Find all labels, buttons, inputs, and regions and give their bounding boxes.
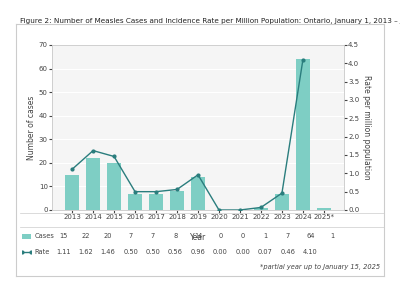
Text: 7: 7 xyxy=(286,233,290,239)
Bar xyxy=(275,194,289,210)
Y-axis label: Number of cases: Number of cases xyxy=(27,95,36,160)
Text: 20: 20 xyxy=(104,233,112,239)
Bar xyxy=(170,191,184,210)
Bar xyxy=(317,208,331,210)
Text: 22: 22 xyxy=(82,233,90,239)
Text: 1.11: 1.11 xyxy=(56,249,70,255)
Bar xyxy=(107,163,121,210)
Bar xyxy=(149,194,163,210)
Text: 0: 0 xyxy=(218,233,222,239)
Bar xyxy=(65,175,79,210)
Text: 0.00: 0.00 xyxy=(236,249,250,255)
Text: 14: 14 xyxy=(194,233,202,239)
Text: 1: 1 xyxy=(263,233,268,239)
Text: 0.07: 0.07 xyxy=(258,249,273,255)
Text: 0.56: 0.56 xyxy=(168,249,183,255)
Text: Rate: Rate xyxy=(35,249,50,255)
Text: 0.96: 0.96 xyxy=(191,249,205,255)
Text: Year: Year xyxy=(190,232,206,242)
Text: 0.46: 0.46 xyxy=(280,249,295,255)
Text: 1.46: 1.46 xyxy=(101,249,116,255)
Text: 1: 1 xyxy=(331,233,335,239)
Text: 15: 15 xyxy=(59,233,68,239)
Text: Cases: Cases xyxy=(35,233,55,239)
Text: 0.50: 0.50 xyxy=(123,249,138,255)
Text: Figure 2: Number of Measles Cases and Incidence Rate per Million Population: Ont: Figure 2: Number of Measles Cases and In… xyxy=(20,18,400,24)
Text: 4.10: 4.10 xyxy=(303,249,318,255)
Text: 1.62: 1.62 xyxy=(78,249,93,255)
Bar xyxy=(296,59,310,210)
Bar xyxy=(254,208,268,210)
Bar xyxy=(86,158,100,210)
Text: 0: 0 xyxy=(241,233,245,239)
Text: *partial year up to January 15, 2025: *partial year up to January 15, 2025 xyxy=(260,264,380,270)
Text: 7: 7 xyxy=(151,233,155,239)
Text: 0.50: 0.50 xyxy=(146,249,160,255)
Text: 64: 64 xyxy=(306,233,314,239)
Text: 0.00: 0.00 xyxy=(213,249,228,255)
Bar xyxy=(128,194,142,210)
Text: 8: 8 xyxy=(174,233,178,239)
Bar xyxy=(191,177,205,210)
Y-axis label: Rate per million population: Rate per million population xyxy=(362,75,370,180)
Text: 7: 7 xyxy=(128,233,133,239)
